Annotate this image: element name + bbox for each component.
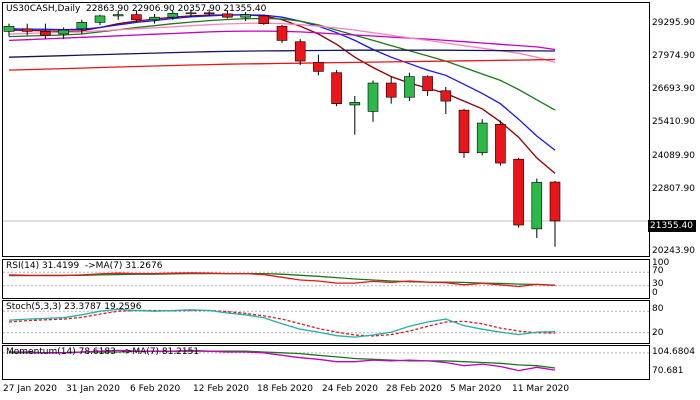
rsi-pane[interactable]: RSI(14) 31.4199 ->MA(7) 31.2676 [2, 259, 650, 299]
price-tick: 26693.90 [652, 84, 695, 94]
bearish-candle [131, 14, 142, 21]
bearish-candle [21, 28, 33, 32]
date-tick: 18 Feb 2020 [257, 384, 314, 394]
price-tick: 29295.90 [652, 18, 695, 28]
bullish-candle [367, 82, 379, 112]
bearish-candle [294, 41, 306, 62]
rsi-ma-line [9, 272, 556, 287]
momentum-pane[interactable]: Momentum(14) 78.6183 ->MA(7) 81.2151 [2, 345, 650, 380]
price-plot [3, 9, 649, 247]
bearish-candle [258, 15, 270, 24]
date-tick: 6 Feb 2020 [130, 384, 181, 394]
bearish-candle [422, 76, 433, 92]
rsi-plot [3, 271, 649, 288]
date-tick: 31 Jan 2020 [66, 384, 120, 394]
stoch-level: 80 [652, 304, 664, 314]
bullish-candle [167, 13, 179, 18]
momentum-plot [3, 349, 649, 372]
rsi-level: 0 [652, 288, 658, 298]
bullish-candle [349, 102, 361, 106]
rsi-level: 100 [652, 258, 670, 268]
bullish-candle [185, 12, 197, 15]
date-tick: 24 Feb 2020 [322, 384, 379, 394]
momentum-line [9, 349, 556, 372]
rsi-line [8, 272, 556, 288]
bullish-candle [404, 76, 415, 98]
price-tick: 22807.90 [652, 184, 695, 194]
date-tick: 27 Jan 2020 [3, 384, 57, 394]
bullish-candle [76, 22, 88, 30]
momentum-ma-line [9, 350, 556, 369]
stoch-title: Stoch(5,3,3) 23.3787 19.2596 [6, 302, 142, 312]
bullish-candle [531, 182, 543, 230]
price-tick: 20243.90 [652, 246, 695, 256]
bearish-candle [276, 25, 288, 41]
rsi-level: 70 [652, 266, 664, 276]
momentum-level: 104.6804 [652, 347, 695, 357]
symbol-header: US30CASH,Daily 22863.90 22906.90 20357.9… [6, 4, 267, 14]
price-tick: 25410.90 [652, 117, 695, 127]
moving-average-line [8, 17, 556, 111]
current-price-tag: 21355.40 [648, 220, 696, 232]
date-tick: 11 Mar 2020 [512, 384, 570, 394]
bearish-candle [440, 90, 452, 102]
bearish-candle [385, 82, 397, 98]
stoch-pane[interactable]: Stoch(5,3,3) 23.3787 19.2596 [2, 300, 650, 344]
price-tick: 27974.90 [652, 51, 695, 61]
momentum-level: 70.681 [652, 366, 684, 376]
bullish-candle [149, 16, 160, 21]
bearish-candle [40, 31, 51, 36]
moving-average-line [8, 58, 556, 71]
moving-average-line [8, 14, 556, 151]
bearish-candle [313, 62, 324, 72]
bullish-candle [476, 122, 488, 154]
date-tick: 12 Feb 2020 [193, 384, 250, 394]
date-tick: 5 Mar 2020 [450, 384, 502, 394]
stoch-d-line [8, 309, 556, 337]
rsi-level: 30 [652, 279, 664, 289]
bearish-candle [203, 12, 215, 15]
bullish-candle [3, 25, 15, 32]
moving-average-line [8, 22, 556, 64]
date-tick: 28 Feb 2020 [386, 384, 443, 394]
moving-average-line [8, 49, 556, 58]
bullish-candle [94, 15, 106, 23]
bearish-candle [222, 13, 233, 18]
bearish-candle [458, 109, 470, 154]
bearish-candle [331, 72, 342, 104]
bullish-candle [58, 29, 69, 35]
bullish-candle [112, 14, 124, 17]
stoch-plot [3, 308, 649, 338]
stoch-level: 20 [652, 328, 664, 338]
bearish-candle [549, 181, 561, 222]
rsi-title: RSI(14) 31.4199 ->MA(7) 31.2676 [6, 261, 163, 271]
price-tick: 24089.90 [652, 151, 695, 161]
price-pane[interactable]: US30CASH,Daily 22863.90 22906.90 20357.9… [2, 2, 650, 257]
bullish-candle [240, 14, 251, 18]
bearish-candle [513, 158, 524, 226]
momentum-title: Momentum(14) 78.6183 ->MA(7) 81.2151 [6, 347, 200, 357]
bearish-candle [495, 124, 506, 164]
stoch-k-line [8, 308, 556, 338]
